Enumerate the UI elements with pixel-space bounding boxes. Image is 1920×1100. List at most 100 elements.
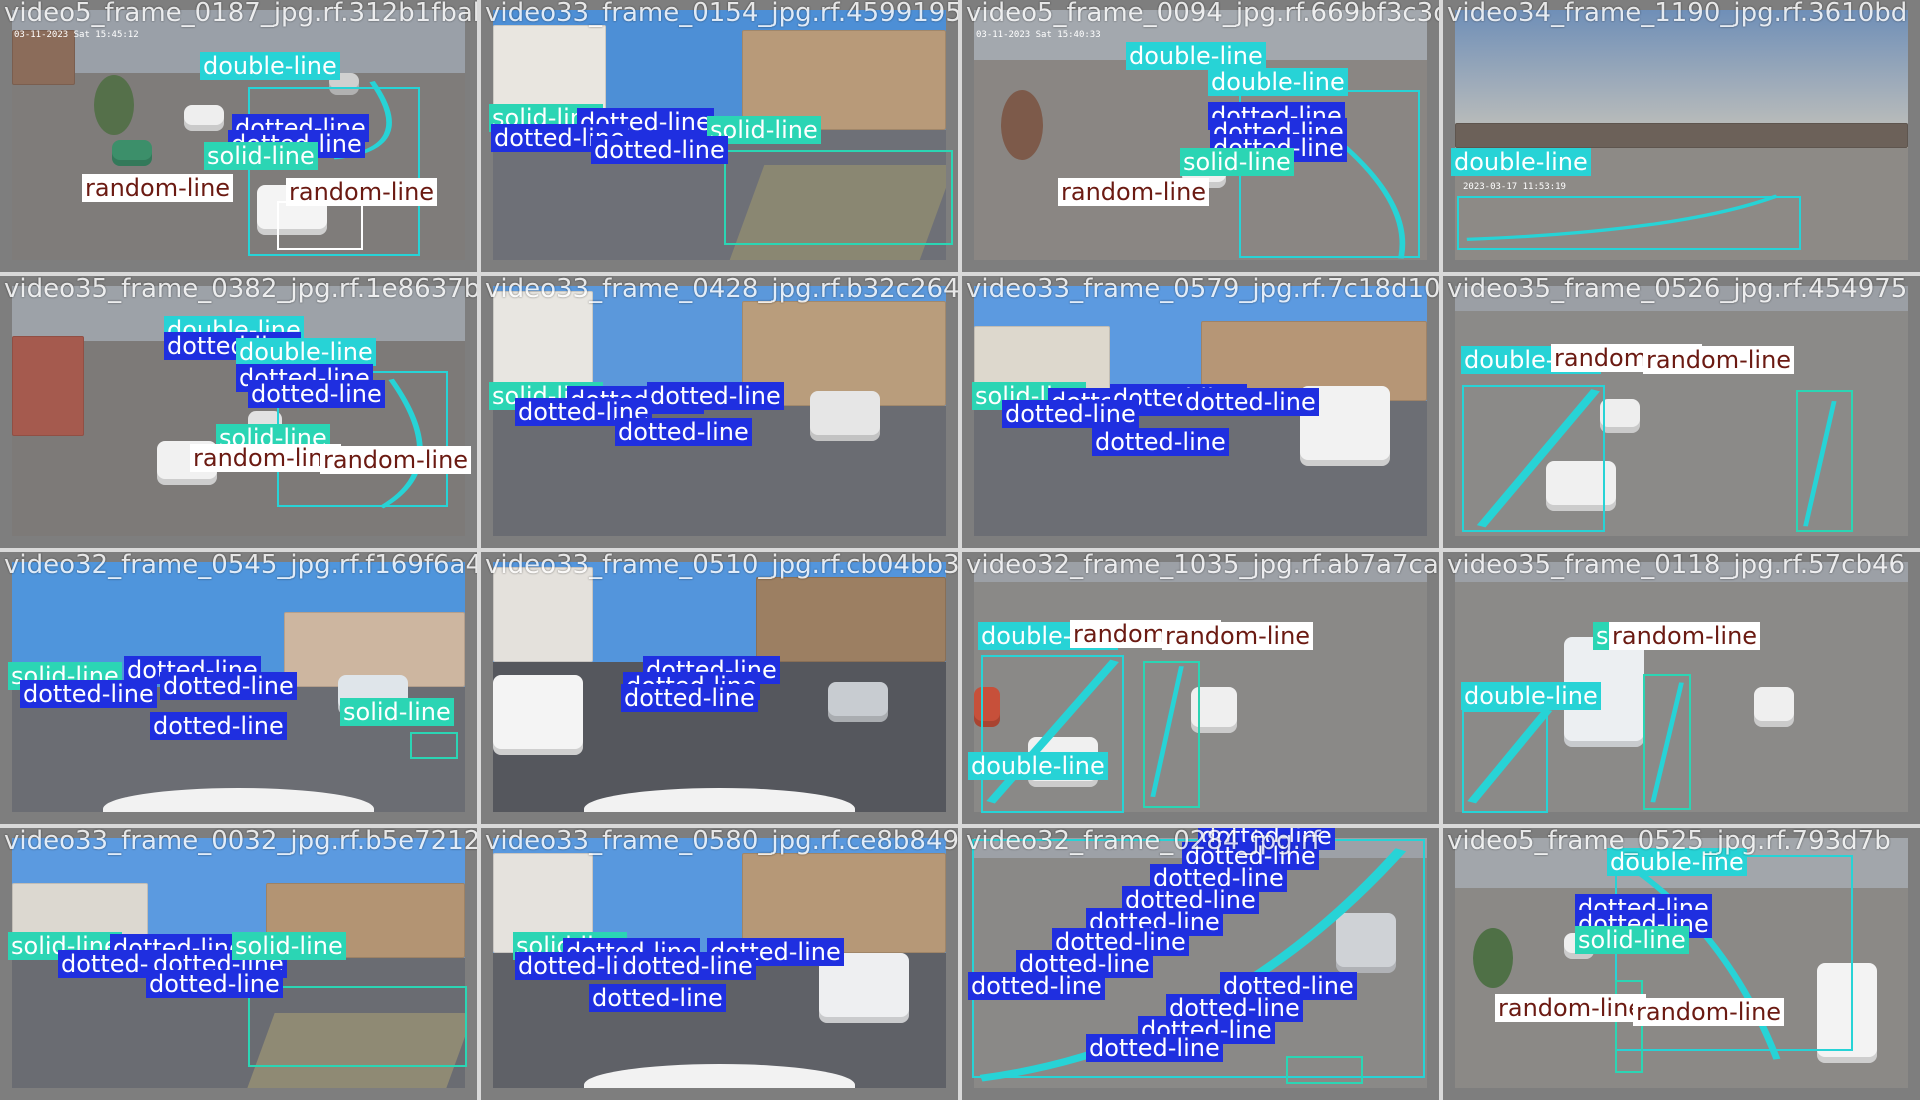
image-filename: video35_frame_0526_jpg.rf.454975 xyxy=(1447,276,1908,304)
label-double-line: double-line xyxy=(1126,42,1266,70)
label-dotted-line: dotted-line xyxy=(160,672,297,700)
bbox xyxy=(276,201,363,251)
image-tile: video33_frame_0032_jpg.rf.b5e7212c8a8 so… xyxy=(0,828,477,1100)
label-dotted-line: dotted-line xyxy=(1002,400,1139,428)
label-solid-line: solid-line xyxy=(204,142,318,170)
bbox xyxy=(248,87,420,256)
street-photo xyxy=(493,562,946,812)
label-dotted-line: dotted-line xyxy=(1182,388,1319,416)
label-random-line: random-line xyxy=(1058,178,1210,206)
image-filename: video34_frame_1190_jpg.rf.3610bd xyxy=(1447,0,1908,28)
label-double-line: double-line xyxy=(1451,148,1591,176)
image-tile: video32_frame_1035_jpg.rf.ab7a7ca5e3afe … xyxy=(962,552,1439,824)
bbox xyxy=(410,731,458,759)
lane-curve-overlay xyxy=(1476,389,1837,528)
label-solid-line: solid-line xyxy=(1575,926,1689,954)
label-random-line: random-line xyxy=(1495,994,1647,1022)
label-dotted-line: dotted-line xyxy=(621,684,758,712)
label-dotted-line: dotted-line xyxy=(577,108,714,136)
video-timestamp: 2023-03-17 11:53:19 xyxy=(1463,182,1566,192)
image-filename: video32_frame_0545_jpg.rf.f169f6a4e8 xyxy=(4,552,477,580)
label-double-line: double-line xyxy=(200,52,340,80)
label-dotted-line: dotted-line xyxy=(647,382,784,410)
image-tile: video35_frame_0118_jpg.rf.57cb46 solid-l… xyxy=(1443,552,1920,824)
image-tile: video33_frame_0154_jpg.rf.45991954ab2f3 … xyxy=(481,0,958,272)
image-tile: video5_frame_0187_jpg.rf.312b1fbab6be838… xyxy=(0,0,477,272)
image-tile: video35_frame_0526_jpg.rf.454975 double-… xyxy=(1443,276,1920,548)
label-solid-line: solid-line xyxy=(1180,148,1294,176)
label-double-line: double-line xyxy=(236,338,376,366)
label-random-line: random-line xyxy=(1643,346,1795,374)
label-dotted-line: dotted-line xyxy=(619,952,756,980)
label-dotted-line: dotted-line xyxy=(20,680,157,708)
bbox xyxy=(1286,1056,1363,1084)
bbox xyxy=(1143,660,1201,808)
bbox xyxy=(724,149,954,245)
street-photo xyxy=(974,10,1427,260)
image-filename: video33_frame_0032_jpg.rf.b5e7212c8a8 xyxy=(4,828,477,856)
image-filename: video33_frame_0580_jpg.rf.ce8b8490b648 xyxy=(485,828,958,856)
image-tile: video35_frame_0382_jpg.rf.1e8637b8ab dou… xyxy=(0,276,477,548)
label-dotted-line: dotted-line xyxy=(589,984,726,1012)
label-double-line: double-line xyxy=(1461,682,1601,710)
label-solid-line: solid-line xyxy=(707,116,821,144)
label-random-line: random-line xyxy=(286,178,438,206)
image-filename: video5_frame_0187_jpg.rf.312b1fbab6be838… xyxy=(4,0,477,28)
image-tile: video33_frame_0580_jpg.rf.ce8b8490b648 s… xyxy=(481,828,958,1100)
label-dotted-line: dotted-line xyxy=(591,136,728,164)
image-filename: video5_frame_0525_jpg.rf.793d7b xyxy=(1447,828,1891,856)
video-timestamp: 03-11-2023 Sat 15:40:33 xyxy=(976,30,1101,40)
label-random-line: random-line xyxy=(190,444,342,472)
image-filename: video33_frame_0428_jpg.rf.b32c264a8365 xyxy=(485,276,958,304)
image-filename: video32_frame_1035_jpg.rf.ab7a7ca5e3afe xyxy=(966,552,1439,580)
label-random-line: random-line xyxy=(320,446,472,474)
label-random-line: random-line xyxy=(1609,622,1761,650)
lane-curve-overlay xyxy=(1631,867,1781,1060)
image-filename: video32_frame_0284_jpg.rf xyxy=(966,828,1321,856)
lane-curve-overlay xyxy=(1467,682,1684,804)
label-solid-line: solid-line xyxy=(232,932,346,960)
lane-curve-overlay xyxy=(1466,194,1779,241)
label-dotted-line: dotted-line xyxy=(146,970,283,998)
image-filename: video33_frame_0579_jpg.rf.7c18d10e4d5e xyxy=(966,276,1439,304)
bbox xyxy=(1462,709,1548,814)
image-tile: video34_frame_1190_jpg.rf.3610bd 2023-03… xyxy=(1443,0,1920,272)
label-random-line: random-line xyxy=(1162,622,1314,650)
bbox xyxy=(1462,384,1606,532)
label-dotted-line: dotted-line xyxy=(968,972,1105,1000)
label-double-line: double-line xyxy=(1208,68,1348,96)
label-dotted-line: dotted-line xyxy=(248,380,385,408)
bbox xyxy=(248,985,468,1068)
label-dotted-line: dotted-line xyxy=(1092,428,1229,456)
label-dotted-line: dotted-line xyxy=(615,418,752,446)
image-filename: video33_frame_0154_jpg.rf.45991954ab2f3 xyxy=(485,0,958,28)
label-random-line: random-line xyxy=(82,174,234,202)
label-random-line: random-line xyxy=(1633,998,1785,1026)
label-dotted-line: dotted-line xyxy=(1052,928,1189,956)
image-filename: video35_frame_0382_jpg.rf.1e8637b8ab xyxy=(4,276,477,304)
video-timestamp: 03-11-2023 Sat 15:45:12 xyxy=(14,30,139,40)
label-dotted-line: dotted-line xyxy=(1086,1034,1223,1062)
bbox xyxy=(1457,195,1801,251)
image-tile: video32_frame_0284_jpg.rf dotted-line do… xyxy=(962,828,1439,1100)
bbox xyxy=(1614,980,1644,1073)
image-tile: video5_frame_0094_jpg.rf.669bf3c3d54039 … xyxy=(962,0,1439,272)
street-photo xyxy=(12,562,465,812)
image-filename: video33_frame_0510_jpg.rf.cb04bb3d8e58 xyxy=(485,552,958,580)
bbox xyxy=(1643,674,1692,811)
image-tile: video33_frame_0579_jpg.rf.7c18d10e4d5e s… xyxy=(962,276,1439,548)
label-double-line: double-line xyxy=(1607,848,1747,876)
label-solid-line: solid-line xyxy=(340,698,454,726)
image-tile: video32_frame_0545_jpg.rf.f169f6a4e8 sol… xyxy=(0,552,477,824)
bbox xyxy=(1795,390,1854,532)
image-tile: video5_frame_0525_jpg.rf.793d7b double-l… xyxy=(1443,828,1920,1100)
image-filename: video35_frame_0118_jpg.rf.57cb46 xyxy=(1447,552,1906,580)
bbox xyxy=(981,655,1125,814)
image-tile: video33_frame_0428_jpg.rf.b32c264a8365 s… xyxy=(481,276,958,548)
street-photo xyxy=(1455,10,1908,260)
label-dotted-line: dotted-line xyxy=(150,712,287,740)
image-tile: video33_frame_0510_jpg.rf.cb04bb3d8e58 d… xyxy=(481,552,958,824)
label-double-line: double-line xyxy=(968,752,1108,780)
image-filename: video5_frame_0094_jpg.rf.669bf3c3d54039 xyxy=(966,0,1439,28)
